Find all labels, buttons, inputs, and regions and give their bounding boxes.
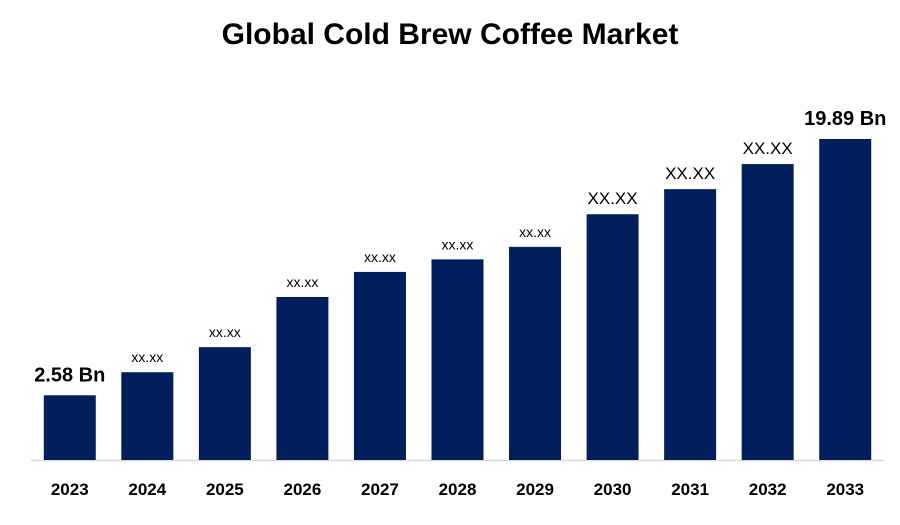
bar-2025 bbox=[198, 347, 251, 460]
x-tick-label-2027: 2027 bbox=[361, 480, 399, 499]
x-tick-label-2023: 2023 bbox=[51, 480, 89, 499]
data-label-2028: xx.xx bbox=[442, 236, 474, 252]
x-tick-label-2024: 2024 bbox=[128, 480, 166, 499]
data-label-2023: 2.58 Bn bbox=[34, 364, 105, 386]
bar-2032 bbox=[741, 164, 794, 460]
x-tick-label-2031: 2031 bbox=[671, 480, 709, 499]
data-label-2024: xx.xx bbox=[131, 349, 163, 365]
data-label-2025: xx.xx bbox=[209, 324, 241, 340]
bar-2030 bbox=[586, 214, 639, 460]
x-tick-label-2028: 2028 bbox=[439, 480, 477, 499]
x-tick-label-2030: 2030 bbox=[594, 480, 632, 499]
bar-2026 bbox=[276, 296, 329, 460]
bar-2027 bbox=[353, 271, 406, 460]
chart-title: Global Cold Brew Coffee Market bbox=[221, 18, 679, 51]
x-tick-label-2026: 2026 bbox=[283, 480, 321, 499]
bar-2031 bbox=[664, 189, 717, 460]
data-label-2033: 19.89 Bn bbox=[804, 108, 886, 130]
data-label-2032: XX.XX bbox=[743, 139, 793, 158]
bar-2029 bbox=[509, 246, 562, 460]
data-label-2027: xx.xx bbox=[364, 249, 396, 265]
data-label-2026: xx.xx bbox=[286, 274, 318, 290]
data-label-2030: XX.XX bbox=[588, 189, 638, 208]
bar-2023 bbox=[43, 395, 96, 460]
bar-2028 bbox=[431, 259, 484, 460]
bar-2033 bbox=[819, 139, 872, 460]
x-tick-label-2025: 2025 bbox=[206, 480, 244, 499]
data-label-2029: xx.xx bbox=[519, 224, 551, 240]
x-tick-label-2032: 2032 bbox=[749, 480, 787, 499]
x-tick-label-2033: 2033 bbox=[826, 480, 864, 499]
bar-2024 bbox=[121, 372, 174, 460]
x-tick-label-2029: 2029 bbox=[516, 480, 554, 499]
data-label-2031: XX.XX bbox=[665, 164, 715, 183]
